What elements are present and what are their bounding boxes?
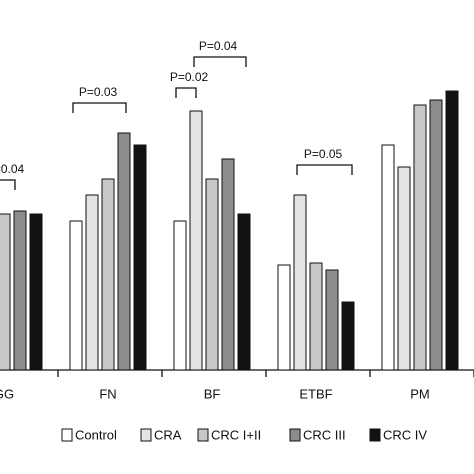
- bar: [173, 220, 187, 371]
- bar: [325, 269, 339, 371]
- legend-swatch: [369, 428, 381, 442]
- legend-swatch: [197, 428, 209, 442]
- annotation: P=0.03: [79, 85, 118, 99]
- bar: [69, 220, 83, 371]
- legend-label: Control: [75, 427, 117, 442]
- x-tick-label: BF: [204, 386, 221, 401]
- x-tick-label: PM: [410, 386, 430, 401]
- bar: [341, 301, 355, 371]
- legend-label: CRC I+II: [211, 427, 261, 442]
- bar: [413, 104, 427, 371]
- bracket: [0, 179, 16, 190]
- x-tick-label: FN: [99, 386, 116, 401]
- annotation: P=0.04: [199, 39, 238, 53]
- bar: [445, 90, 459, 371]
- bar: [133, 144, 147, 371]
- bar: [221, 158, 235, 371]
- legend-label: CRC IV: [383, 427, 427, 442]
- legend-swatch: [140, 428, 152, 442]
- bar: [29, 213, 43, 371]
- bracket: [193, 56, 247, 67]
- x-tick-label: GG: [0, 386, 14, 401]
- bar: [293, 194, 307, 371]
- annotation: P=0.04: [0, 162, 25, 176]
- bar: [397, 166, 411, 371]
- legend-label: CRC III: [303, 427, 346, 442]
- legend-swatch: [61, 428, 73, 442]
- bar: [277, 264, 291, 371]
- bar: [237, 213, 251, 371]
- legend-label: CRA: [154, 427, 182, 442]
- bar: [205, 178, 219, 371]
- x-tick-label: ETBF: [299, 386, 332, 401]
- bar: [13, 210, 27, 371]
- annotation: P=0.05: [304, 147, 343, 161]
- bracket: [296, 164, 353, 175]
- bracket: [175, 87, 197, 98]
- bar: [85, 194, 99, 371]
- bar: [309, 262, 323, 371]
- annotation: P=0.02: [170, 70, 209, 84]
- legend-swatch: [289, 428, 301, 442]
- bar: [117, 132, 131, 371]
- bar: [189, 110, 203, 371]
- bar: [381, 144, 395, 371]
- bar: [0, 213, 11, 371]
- bracket: [72, 102, 127, 113]
- bar: [429, 99, 443, 371]
- bar: [101, 178, 115, 371]
